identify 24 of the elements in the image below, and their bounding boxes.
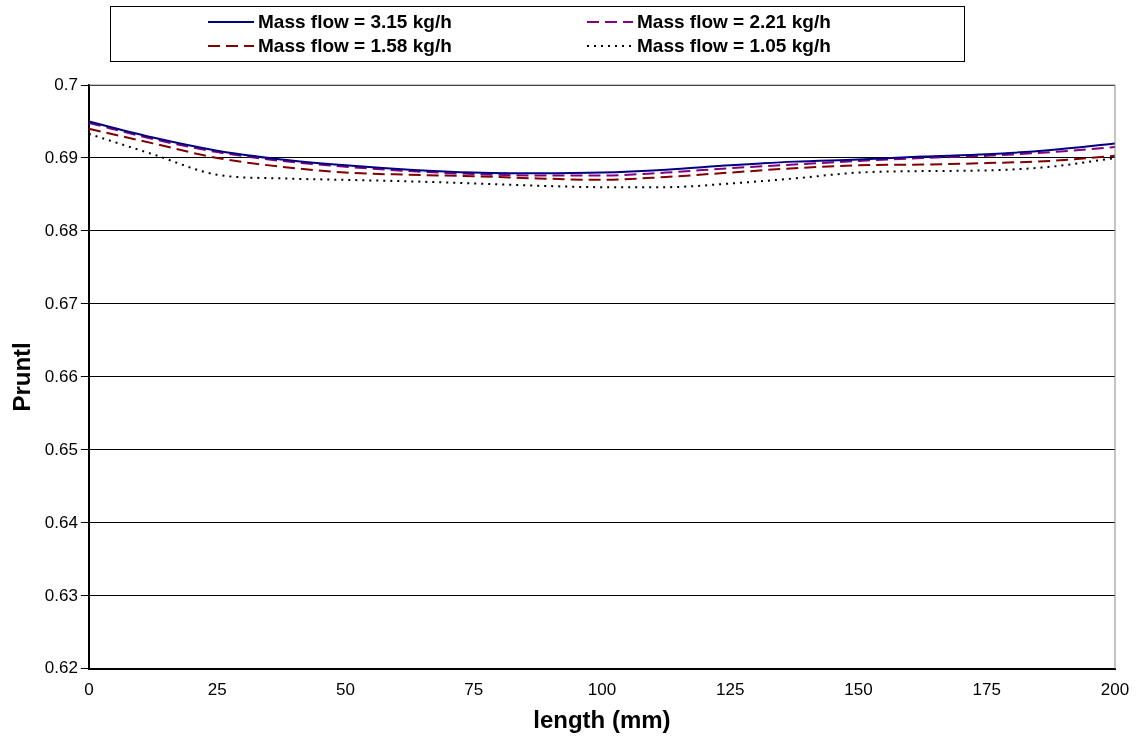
y-tick-label: 0.68 [44,220,78,240]
y-tick-label: 0.62 [44,658,78,678]
y-tick-label: 0.66 [44,366,78,386]
legend-label: Mass flow = 1.58 kg/h [258,35,452,57]
x-tick-label: 50 [335,679,355,699]
legend-label: Mass flow = 3.15 kg/h [258,11,452,33]
x-tick-label: 125 [716,679,745,699]
x-tick-label: 200 [1100,679,1130,699]
y-tick-label: 0.63 [44,585,78,605]
y-tick-label: 0.67 [44,293,78,313]
x-axis-title: length (mm) [533,706,671,734]
legend-label: Mass flow = 2.21 kg/h [637,11,831,33]
y-tick-label: 0.64 [44,512,78,532]
x-tick-label: 75 [464,679,484,699]
x-tick-label: 25 [207,679,227,699]
x-tick-label: 0 [84,679,94,699]
y-axis-title: Pruntl [8,342,36,412]
y-tick-label: 0.65 [44,439,78,459]
y-tick-label: 0.69 [44,147,78,167]
x-tick-label: 175 [972,679,1001,699]
legend-label: Mass flow = 1.05 kg/h [637,35,831,57]
y-tick-label: 0.7 [54,74,78,94]
x-tick-label: 100 [587,679,617,699]
x-tick-label: 150 [844,679,873,699]
